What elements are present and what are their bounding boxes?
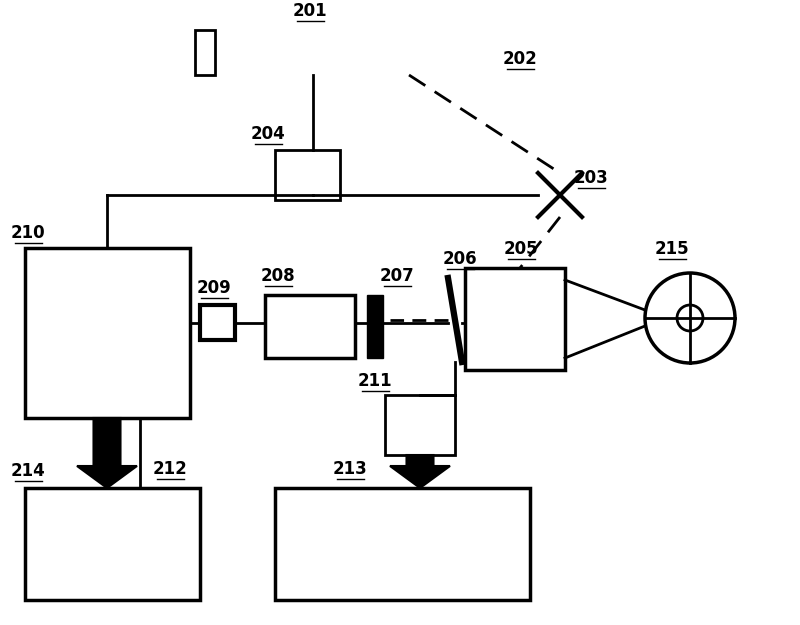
Text: 214: 214 [10,462,46,480]
Bar [25,248,190,418]
Polygon shape [390,455,450,488]
Text: 207: 207 [380,267,414,285]
Text: 215: 215 [654,240,690,258]
Text: 209: 209 [197,279,231,297]
Text: 208: 208 [261,267,295,285]
Bar [200,305,235,340]
Bar [265,295,355,358]
Polygon shape [77,418,137,488]
Bar [385,395,455,455]
Text: 212: 212 [153,460,187,478]
Bar [275,488,530,600]
Bar [275,150,340,200]
Text: 211: 211 [358,372,392,390]
Text: 206: 206 [442,250,478,268]
Bar [367,295,383,358]
Text: 201: 201 [293,2,327,20]
Text: 213: 213 [333,460,367,478]
Bar [465,268,565,370]
Text: 204: 204 [250,125,286,143]
Text: 205: 205 [504,240,538,258]
Text: 210: 210 [10,224,46,242]
Text: 202: 202 [502,50,538,68]
Bar [25,488,200,600]
Bar [195,30,215,75]
Text: 203: 203 [574,169,608,187]
